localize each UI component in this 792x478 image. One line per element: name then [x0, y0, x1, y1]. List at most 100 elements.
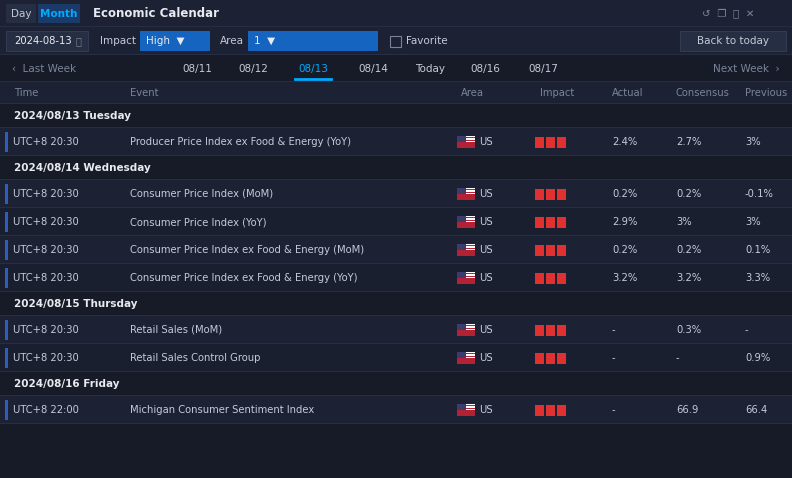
- Bar: [457, 352, 475, 353]
- Bar: [457, 352, 475, 364]
- Bar: [546, 245, 555, 256]
- Bar: [457, 406, 475, 407]
- Bar: [457, 277, 475, 278]
- Text: 2024/08/16 Friday: 2024/08/16 Friday: [14, 379, 120, 389]
- Bar: [535, 245, 544, 256]
- Text: Impact: Impact: [100, 36, 136, 46]
- Bar: [0, 55, 792, 82]
- Text: US: US: [479, 325, 493, 335]
- Bar: [0, 207, 792, 208]
- Text: 08/17: 08/17: [528, 64, 558, 74]
- Bar: [5, 400, 8, 420]
- Text: 08/11: 08/11: [182, 64, 212, 74]
- Bar: [457, 244, 475, 245]
- Bar: [457, 409, 475, 410]
- Bar: [457, 357, 475, 358]
- Text: -: -: [745, 325, 748, 335]
- Bar: [457, 191, 475, 192]
- Text: 2.9%: 2.9%: [612, 217, 638, 227]
- Text: -: -: [676, 353, 680, 363]
- Bar: [0, 128, 792, 156]
- Bar: [557, 272, 566, 283]
- Bar: [0, 264, 792, 292]
- Bar: [457, 246, 475, 247]
- Bar: [0, 344, 792, 372]
- Text: US: US: [479, 189, 493, 199]
- Bar: [0, 26, 792, 27]
- Bar: [6, 31, 88, 51]
- Bar: [557, 325, 566, 336]
- Text: 0.2%: 0.2%: [612, 189, 638, 199]
- Text: 2024/08/13 Tuesday: 2024/08/13 Tuesday: [14, 111, 131, 121]
- Text: UTC+8 20:30: UTC+8 20:30: [13, 273, 78, 283]
- Bar: [0, 54, 792, 55]
- Text: 0.2%: 0.2%: [676, 245, 701, 255]
- Bar: [0, 291, 792, 292]
- Bar: [457, 244, 466, 250]
- Text: 08/12: 08/12: [238, 64, 268, 74]
- Bar: [535, 404, 544, 415]
- Bar: [457, 404, 466, 410]
- Bar: [457, 404, 475, 405]
- Text: US: US: [479, 405, 493, 415]
- Bar: [5, 240, 8, 260]
- Text: 08/13: 08/13: [298, 64, 328, 74]
- Bar: [457, 407, 475, 408]
- Text: 66.4: 66.4: [745, 405, 767, 415]
- Bar: [457, 216, 466, 222]
- Bar: [0, 82, 792, 104]
- Text: Favorite: Favorite: [406, 36, 447, 46]
- Bar: [38, 4, 80, 23]
- Text: -0.1%: -0.1%: [745, 189, 774, 199]
- Text: 2024/08/14 Wednesday: 2024/08/14 Wednesday: [14, 163, 150, 173]
- Text: Actual: Actual: [612, 88, 644, 98]
- Bar: [457, 136, 475, 137]
- Text: Area: Area: [220, 36, 244, 46]
- Text: Consumer Price Index (MoM): Consumer Price Index (MoM): [130, 189, 273, 199]
- Bar: [457, 329, 475, 330]
- Text: 3.3%: 3.3%: [745, 273, 770, 283]
- Bar: [457, 219, 475, 220]
- Bar: [457, 188, 466, 194]
- Bar: [0, 343, 792, 344]
- Bar: [0, 127, 792, 128]
- Text: US: US: [479, 245, 493, 255]
- Bar: [0, 316, 792, 344]
- Bar: [0, 155, 792, 156]
- Text: Back to today: Back to today: [697, 36, 769, 46]
- Bar: [535, 352, 544, 363]
- Bar: [535, 217, 544, 228]
- Text: 2024-08-13: 2024-08-13: [14, 36, 71, 46]
- Bar: [0, 235, 792, 236]
- Bar: [0, 180, 792, 208]
- Bar: [248, 31, 378, 51]
- Bar: [535, 188, 544, 199]
- Text: Today: Today: [415, 64, 445, 74]
- Bar: [0, 263, 792, 264]
- Bar: [0, 371, 792, 372]
- Text: Area: Area: [461, 88, 484, 98]
- Text: Consumer Price Index (YoY): Consumer Price Index (YoY): [130, 217, 266, 227]
- Text: 2.4%: 2.4%: [612, 137, 638, 147]
- Text: 3%: 3%: [745, 217, 760, 227]
- Bar: [6, 4, 36, 23]
- Text: 0.3%: 0.3%: [676, 325, 701, 335]
- Bar: [0, 423, 792, 424]
- Text: -: -: [612, 405, 615, 415]
- Bar: [5, 268, 8, 288]
- Bar: [5, 212, 8, 232]
- Bar: [557, 217, 566, 228]
- Bar: [546, 272, 555, 283]
- Bar: [457, 275, 475, 276]
- Bar: [546, 404, 555, 415]
- Bar: [457, 216, 475, 228]
- Text: 0.2%: 0.2%: [612, 245, 638, 255]
- Bar: [457, 138, 475, 139]
- Bar: [457, 136, 466, 142]
- Bar: [457, 193, 475, 194]
- Bar: [0, 103, 792, 104]
- Bar: [535, 325, 544, 336]
- Text: Day: Day: [11, 9, 31, 19]
- Bar: [0, 395, 792, 396]
- Text: Impact: Impact: [540, 88, 574, 98]
